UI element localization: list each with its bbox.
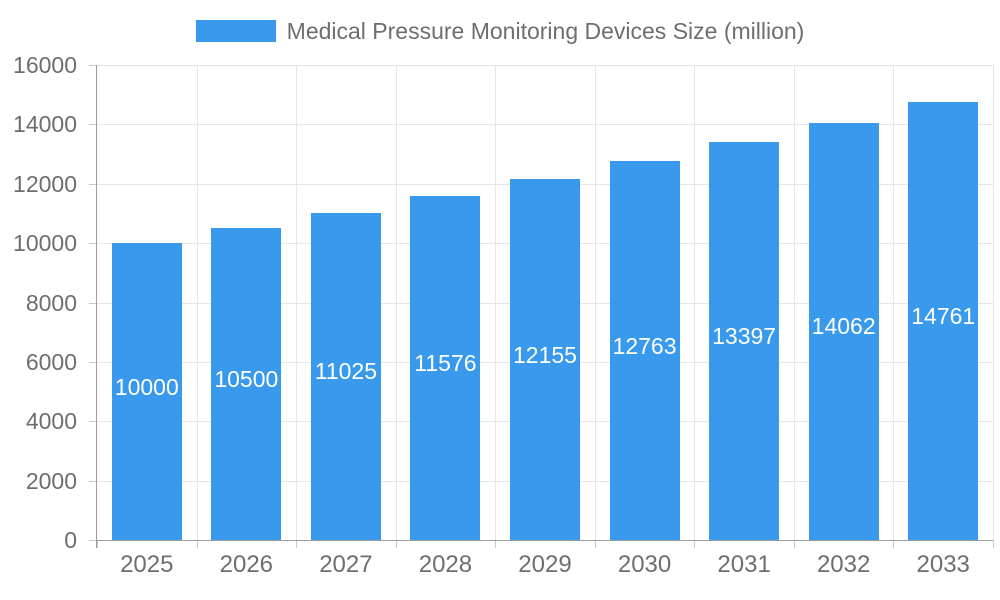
y-axis-tick-label: 8000 <box>25 289 77 316</box>
bar-value-label: 12155 <box>513 341 577 368</box>
y-axis-tick-label: 2000 <box>25 467 77 494</box>
x-axis-tick <box>793 540 795 548</box>
y-axis-tick <box>89 480 97 482</box>
bar-value-label: 11576 <box>414 350 477 377</box>
bar-2026[interactable]: 10500 <box>211 228 282 540</box>
x-axis-tick <box>893 540 895 548</box>
y-axis-line <box>96 65 97 548</box>
y-axis-tick <box>89 124 97 126</box>
bar-2031[interactable]: 13397 <box>709 142 780 540</box>
bar-2027[interactable]: 11025 <box>310 212 381 540</box>
x-gridline <box>594 65 596 540</box>
x-axis-tick <box>196 540 198 548</box>
x-axis-tick <box>594 540 596 548</box>
bar-2029[interactable]: 12155 <box>510 179 580 540</box>
y-axis-tick <box>89 65 97 66</box>
x-axis-category-label: 2026 <box>219 551 274 578</box>
bar-value-label: 12763 <box>612 332 677 359</box>
bar-2025[interactable]: 10000 <box>111 243 182 540</box>
y-axis-tick-label: 12000 <box>13 170 77 197</box>
x-gridline <box>793 65 795 540</box>
y-axis-tick <box>89 183 97 185</box>
y-gridline <box>97 65 993 66</box>
y-axis-tick-label: 14000 <box>13 111 77 138</box>
bar-value-label: 10500 <box>214 366 279 393</box>
x-axis-tick <box>495 540 497 548</box>
bar-value-label: 11025 <box>314 358 377 385</box>
y-axis-tick <box>89 302 97 304</box>
bar-2028[interactable]: 11576 <box>410 196 481 540</box>
x-axis-tick <box>694 540 696 548</box>
x-gridline <box>495 65 497 540</box>
x-axis-tick <box>395 540 397 548</box>
x-axis-tick <box>296 540 298 548</box>
x-axis-category-label: 2030 <box>617 551 672 578</box>
x-axis-category-label: 2033 <box>916 551 970 578</box>
y-axis-tick <box>89 421 97 423</box>
bar-value-label: 10000 <box>114 373 179 400</box>
y-gridline <box>97 124 993 126</box>
x-axis-line <box>97 540 993 541</box>
y-axis-tick <box>89 540 97 541</box>
bar-2033[interactable]: 14761 <box>908 101 979 540</box>
legend-label: Medical Pressure Monitoring Devices Size… <box>286 18 805 44</box>
y-axis-tick-label: 6000 <box>25 348 77 375</box>
x-axis-category-label: 2029 <box>518 551 572 578</box>
y-axis-tick-label: 4000 <box>25 408 77 435</box>
x-gridline <box>694 65 696 540</box>
x-gridline <box>395 65 397 540</box>
x-gridline <box>893 65 895 540</box>
legend-swatch-icon <box>195 20 276 42</box>
bar-value-label: 14062 <box>811 313 876 340</box>
x-axis-category-label: 2032 <box>816 551 871 578</box>
y-axis-tick-label: 16000 <box>13 52 77 78</box>
bar-value-label: 14761 <box>911 302 976 329</box>
x-gridline <box>993 65 994 540</box>
y-axis-tick-label: 0 <box>64 527 77 553</box>
bar-2030[interactable]: 12763 <box>609 161 680 540</box>
bar-value-label: 13397 <box>712 323 777 350</box>
x-axis-category-label: 2025 <box>120 551 174 578</box>
y-axis-tick <box>89 243 97 245</box>
x-axis-tick <box>97 540 98 548</box>
x-gridline <box>196 65 198 540</box>
x-axis-category-label: 2028 <box>418 551 473 578</box>
y-axis-tick-label: 10000 <box>13 230 77 257</box>
plot-area: 0 2000 4000 6000 8000 10000 12000 14000 16000 100… <box>13 53 994 577</box>
x-gridline <box>296 65 298 540</box>
y-axis-tick <box>89 361 97 363</box>
x-axis-category-label: 2031 <box>717 551 771 578</box>
x-axis-category-label: 2027 <box>319 551 373 578</box>
bar-2032[interactable]: 14062 <box>808 122 879 540</box>
x-axis-tick <box>993 540 994 548</box>
chart-legend[interactable]: Medical Pressure Monitoring Devices Size… <box>0 18 1000 44</box>
